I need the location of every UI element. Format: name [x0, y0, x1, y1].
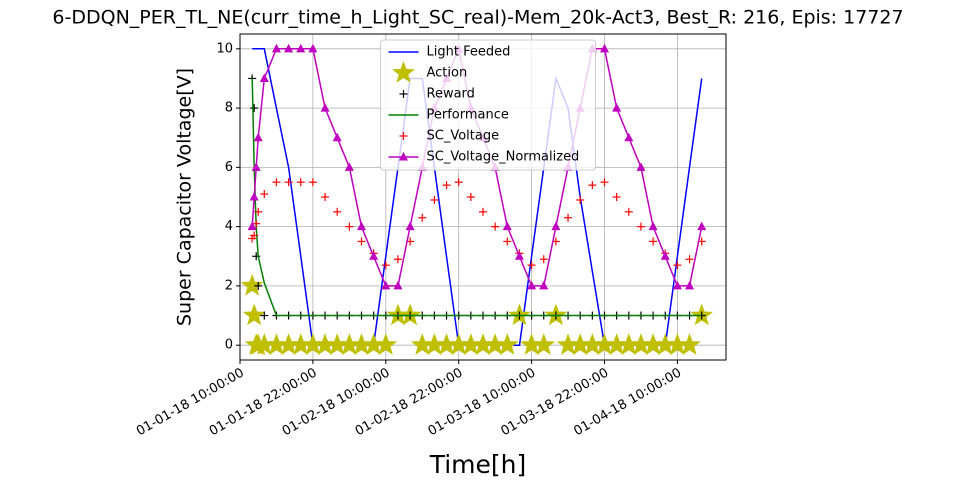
- triangle-marker: [502, 221, 512, 231]
- plus-marker: [399, 90, 408, 98]
- triangle-marker: [369, 251, 379, 260]
- triangle-marker: [259, 73, 269, 82]
- star-marker: [392, 61, 415, 83]
- plus-marker: [393, 255, 402, 264]
- triangle-marker: [393, 280, 403, 290]
- triangle-marker: [271, 43, 281, 53]
- star-marker: [532, 333, 556, 355]
- triangle-marker: [648, 221, 658, 231]
- plus-marker: [250, 231, 259, 240]
- plot-frame: [239, 33, 727, 361]
- plus-marker: [588, 181, 597, 190]
- plus-marker: [260, 190, 269, 199]
- legend-label: Performance: [427, 108, 509, 123]
- y-tick-label: 4: [225, 219, 233, 234]
- plus-marker: [381, 261, 390, 270]
- plus-marker: [673, 261, 682, 270]
- triangle-marker: [253, 132, 263, 142]
- triangle-marker: [284, 43, 294, 53]
- plus-marker: [308, 178, 317, 187]
- plus-marker: [321, 193, 330, 201]
- plus-marker: [254, 281, 263, 290]
- legend-label: SC_Voltage_Normalized: [427, 150, 580, 165]
- legend: Light Feeded Action Reward Performance SC_Vo…: [380, 39, 596, 171]
- plus-marker: [576, 195, 585, 204]
- y-axis-label: Super Capacitor Voltage[V]: [174, 68, 196, 326]
- triangle-marker: [612, 103, 622, 112]
- y-tick-label: 8: [225, 101, 233, 116]
- plus-marker: [624, 207, 633, 216]
- plus-marker: [254, 207, 263, 216]
- series-line: [251, 78, 702, 317]
- plus-marker: [430, 195, 439, 204]
- star-marker: [374, 333, 398, 355]
- plus-marker: [418, 213, 427, 222]
- triangle-marker: [539, 280, 549, 290]
- triangle-marker: [251, 162, 261, 171]
- legend-label: Light Feeded: [427, 45, 511, 60]
- plus-marker: [442, 181, 451, 190]
- plus-marker: [466, 193, 475, 201]
- plus-marker: [296, 178, 305, 187]
- plus-marker: [527, 261, 536, 270]
- triangle-marker: [247, 221, 257, 231]
- plus-marker: [272, 178, 281, 187]
- plus-marker: [250, 104, 259, 113]
- triangle-marker: [308, 43, 318, 53]
- plus-marker: [260, 311, 269, 320]
- triangle-marker: [344, 162, 354, 171]
- star-marker: [242, 303, 266, 326]
- plus-marker: [685, 255, 694, 264]
- triangle-marker: [697, 221, 707, 231]
- legend-label: Reward: [427, 87, 475, 102]
- plus-marker: [636, 222, 645, 231]
- legend-label: Action: [427, 66, 468, 81]
- plus-marker: [399, 132, 408, 140]
- triangle-marker: [527, 280, 537, 290]
- legend-label: SC_Voltage: [427, 129, 500, 144]
- star-marker: [678, 333, 701, 355]
- chart-title: 6-DDQN_PER_TL_NE(curr_time_h_Light_SC_re…: [52, 7, 903, 29]
- plus-marker: [564, 213, 573, 222]
- plus-marker: [333, 207, 342, 216]
- y-tick-label: 2: [225, 278, 233, 293]
- x-axis-label: Time[h]: [429, 450, 527, 479]
- triangle-marker: [399, 152, 408, 161]
- plus-marker: [252, 219, 261, 228]
- triangle-marker: [636, 162, 646, 171]
- plus-marker: [612, 193, 621, 201]
- triangle-marker: [672, 280, 682, 290]
- plus-marker: [479, 207, 487, 216]
- triangle-marker: [249, 192, 259, 201]
- plus-marker: [649, 237, 658, 246]
- triangle-marker: [357, 221, 366, 231]
- plus-marker: [600, 178, 609, 187]
- plus-marker: [454, 178, 463, 187]
- plus-marker: [491, 222, 500, 231]
- triangle-marker: [332, 132, 342, 142]
- y-tick-label: 6: [225, 160, 233, 175]
- plus-marker: [503, 237, 512, 246]
- triangle-marker: [514, 251, 524, 260]
- triangle-marker: [624, 132, 634, 142]
- plus-marker: [284, 178, 293, 187]
- plus-marker: [345, 222, 354, 231]
- y-tick-label: 0: [225, 338, 233, 353]
- plus-marker: [539, 255, 548, 264]
- triangle-marker: [320, 103, 330, 112]
- triangle-marker: [381, 280, 391, 290]
- y-tick-label: 10: [216, 41, 233, 56]
- star-marker: [495, 333, 519, 355]
- triangle-marker: [685, 280, 695, 290]
- star-marker: [240, 273, 264, 296]
- plus-marker: [357, 237, 366, 246]
- triangle-marker: [551, 221, 561, 231]
- triangle-marker: [405, 221, 415, 231]
- legend-box: [380, 39, 596, 171]
- triangle-marker: [296, 43, 306, 53]
- triangle-marker: [660, 251, 670, 260]
- triangle-marker: [600, 43, 609, 53]
